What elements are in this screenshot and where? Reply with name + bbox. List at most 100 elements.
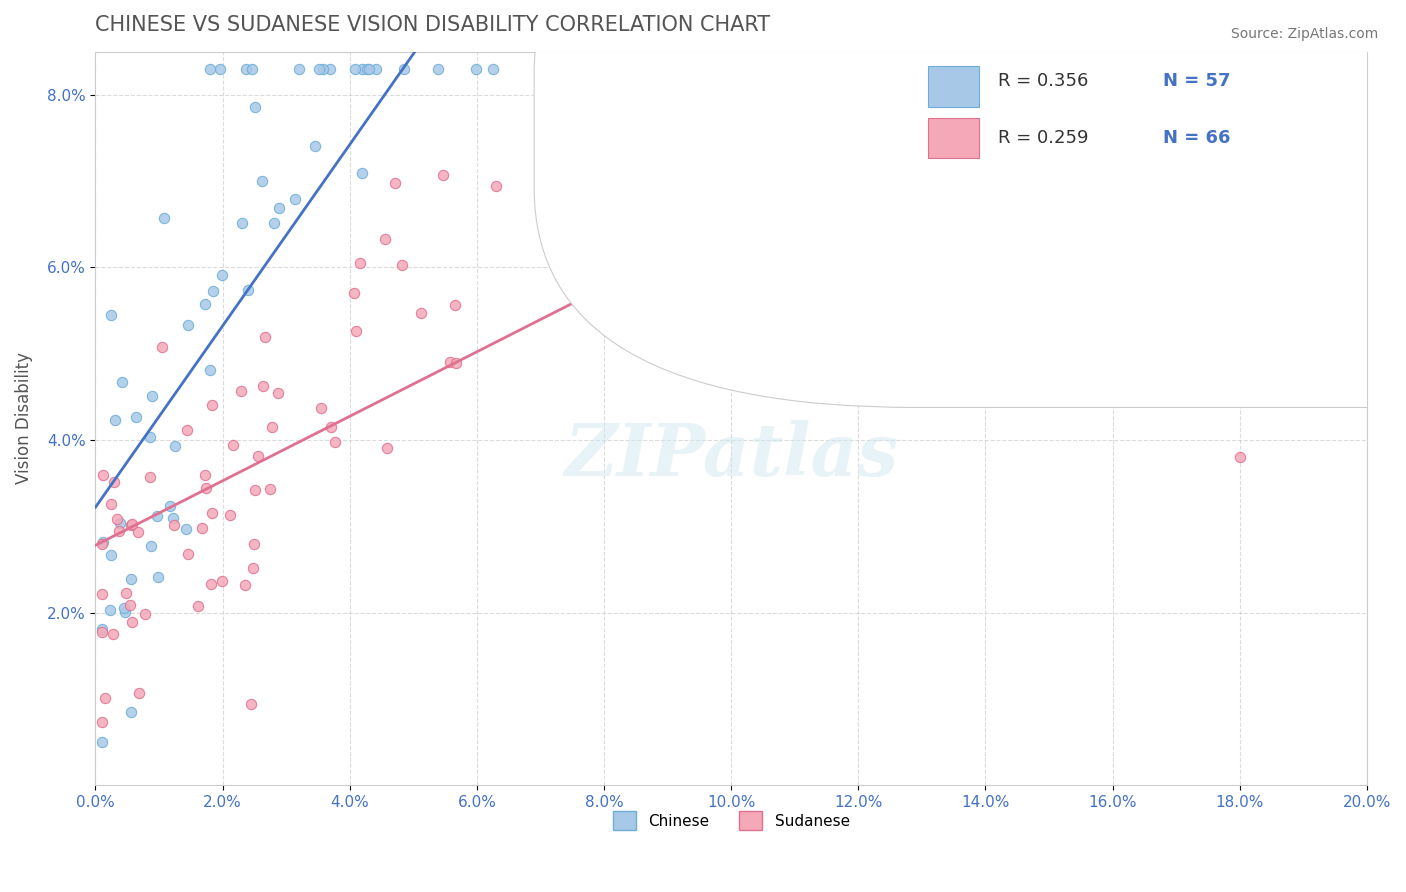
Point <box>319 419 342 434</box>
Text: R = 0.259: R = 0.259 <box>998 128 1088 146</box>
Y-axis label: Vision Disability: Vision Disability <box>15 352 32 484</box>
Point <box>374 232 396 246</box>
Point <box>352 166 374 180</box>
Point <box>103 475 125 489</box>
FancyBboxPatch shape <box>534 0 1406 408</box>
Point <box>114 605 136 619</box>
Point <box>100 549 122 563</box>
Point <box>91 534 114 549</box>
Point <box>120 598 142 612</box>
Point <box>579 62 602 76</box>
Point <box>194 481 217 495</box>
Point <box>127 524 149 539</box>
Point <box>350 62 373 76</box>
Point <box>375 441 398 455</box>
Point <box>94 691 117 706</box>
Point <box>439 355 461 369</box>
Point <box>356 62 378 76</box>
Point <box>90 537 112 551</box>
Text: Source: ZipAtlas.com: Source: ZipAtlas.com <box>1230 27 1378 41</box>
Point <box>243 537 266 551</box>
Point <box>432 168 454 182</box>
Point <box>481 62 503 76</box>
Point <box>198 62 221 76</box>
Point <box>394 62 416 76</box>
Text: R = 0.356: R = 0.356 <box>998 72 1088 90</box>
Point <box>219 508 242 523</box>
Point <box>90 587 112 601</box>
Point <box>153 211 176 225</box>
Point <box>233 577 256 591</box>
Point <box>90 622 112 636</box>
Point <box>208 62 231 76</box>
Point <box>464 62 486 76</box>
Point <box>304 139 326 153</box>
Point <box>543 62 565 76</box>
Point <box>252 379 274 393</box>
Point <box>344 324 367 338</box>
Text: ZIPatlas: ZIPatlas <box>564 419 898 491</box>
Point <box>103 626 125 640</box>
Point <box>242 560 264 574</box>
Point <box>120 572 142 586</box>
Point <box>128 686 150 700</box>
Point <box>176 423 198 437</box>
Point <box>364 62 387 76</box>
Point <box>112 601 135 615</box>
Point <box>444 356 467 370</box>
Point <box>90 625 112 640</box>
Point <box>198 363 221 377</box>
Point <box>146 570 169 584</box>
Point <box>139 470 162 484</box>
Point <box>231 216 253 230</box>
Point <box>319 62 342 76</box>
Point <box>384 176 406 190</box>
Point <box>125 410 148 425</box>
Point <box>325 434 347 449</box>
Point <box>194 297 217 311</box>
Point <box>100 308 122 322</box>
Point <box>163 518 186 533</box>
Point <box>238 283 260 297</box>
Point <box>344 62 367 76</box>
Point <box>444 298 467 312</box>
Point <box>98 603 121 617</box>
Point <box>267 385 290 400</box>
Point <box>391 258 413 272</box>
Point <box>485 178 508 193</box>
Point <box>308 62 330 76</box>
Point <box>120 705 142 719</box>
Point <box>108 516 131 531</box>
Point <box>263 216 285 230</box>
Point <box>191 521 214 535</box>
Point <box>269 201 291 215</box>
Point <box>252 174 274 188</box>
Point <box>349 255 371 269</box>
Point <box>411 306 433 320</box>
Text: N = 66: N = 66 <box>1163 128 1230 146</box>
Point <box>235 62 257 76</box>
Point <box>141 539 163 553</box>
Point <box>120 517 142 532</box>
Point <box>222 438 245 452</box>
Text: N = 57: N = 57 <box>1163 72 1230 90</box>
Point <box>239 697 262 711</box>
Point <box>201 399 224 413</box>
Point <box>163 439 186 453</box>
Point <box>243 100 266 114</box>
Point <box>134 607 156 621</box>
FancyBboxPatch shape <box>928 118 979 158</box>
Point <box>145 508 167 523</box>
Point <box>311 62 333 76</box>
Point <box>284 192 307 206</box>
Point <box>309 401 332 416</box>
Point <box>229 384 252 399</box>
Point <box>139 430 162 444</box>
Point <box>91 467 114 482</box>
Point <box>200 576 222 591</box>
Point <box>90 735 112 749</box>
FancyBboxPatch shape <box>928 67 979 107</box>
Point <box>211 574 233 589</box>
Point <box>240 62 263 76</box>
Point <box>105 512 128 526</box>
